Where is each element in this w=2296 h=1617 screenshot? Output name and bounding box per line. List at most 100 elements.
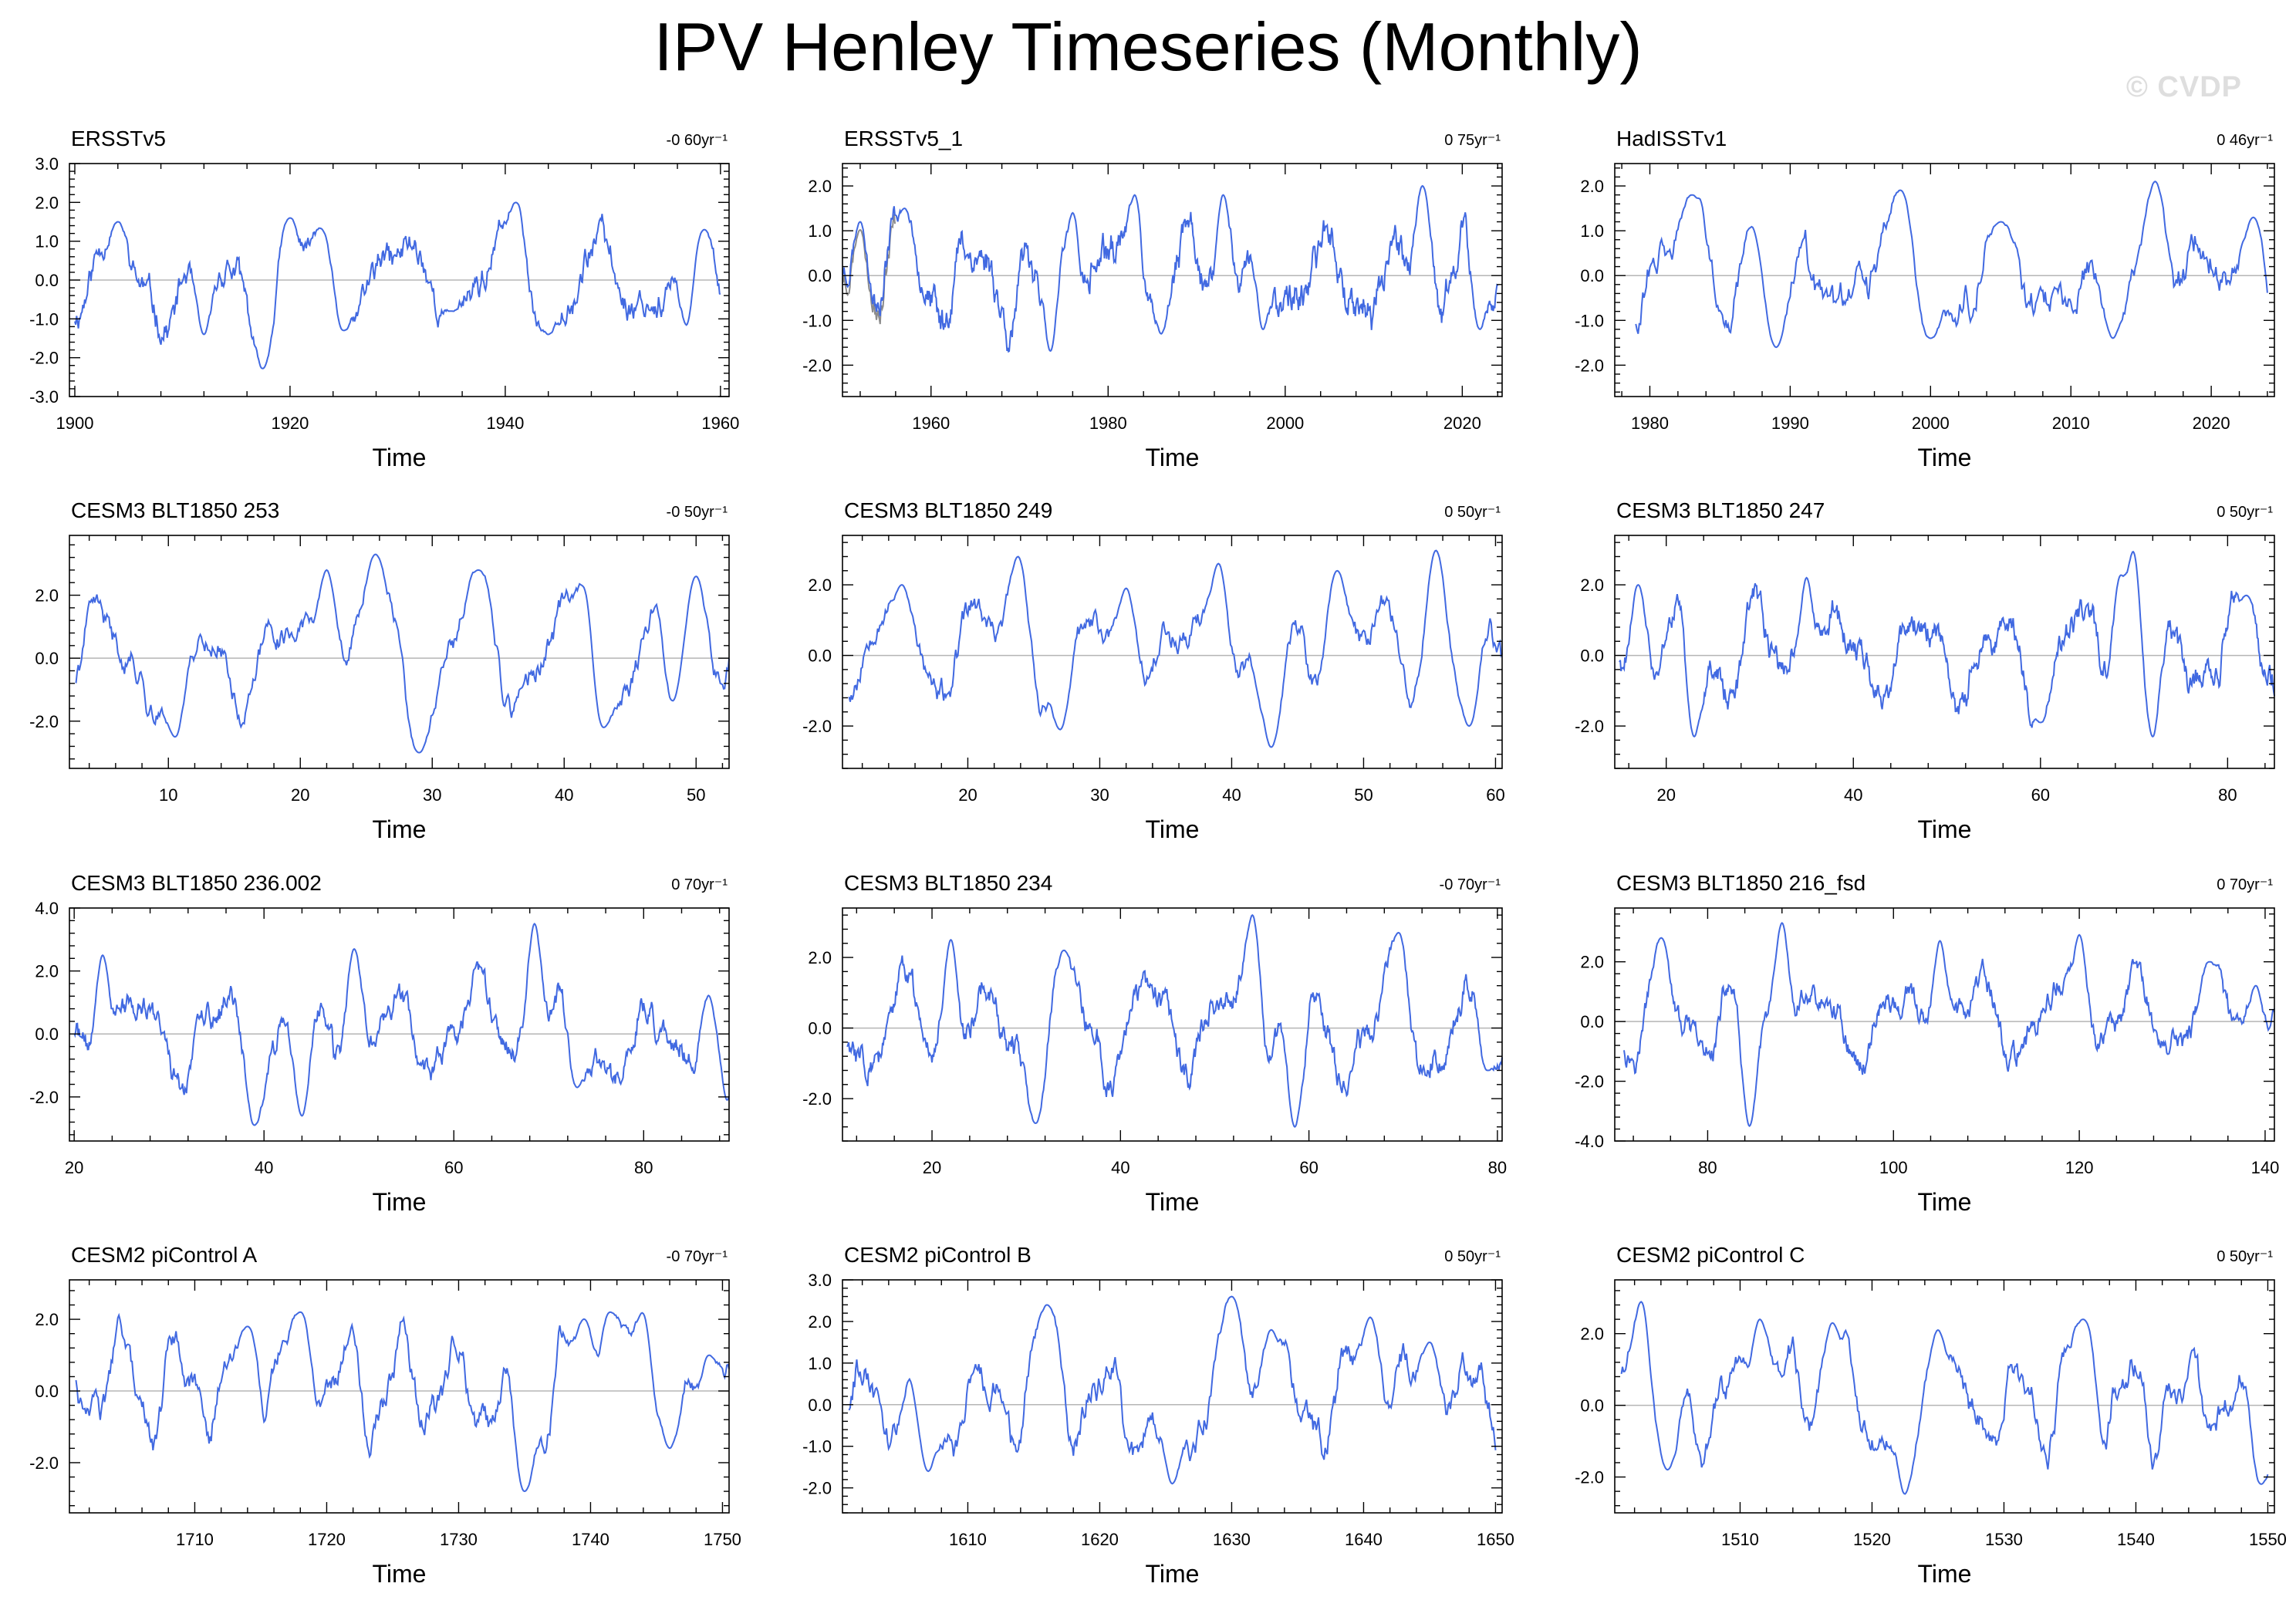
panel-9: CESM3 BLT1850 216_fsd 0 70yr⁻¹ 80 100 120 140…	[1575, 871, 2279, 1216]
panel-title: HadISSTv1	[1616, 127, 1727, 150]
y-tick-label: 3.0	[35, 154, 59, 174]
panel-title: CESM3 BLT1850 216_fsd	[1616, 871, 1866, 895]
y-tick-label: 0.0	[1580, 1012, 1604, 1031]
y-tick-label: 0.0	[808, 1019, 832, 1038]
panel-2: ERSSTv5_1 0 75yr⁻¹ 1960 1980 2000 2020 -2.0 -1.…	[802, 127, 1503, 471]
panel-title: CESM3 BLT1850 234	[844, 871, 1052, 895]
x-tick-label: 60	[444, 1158, 463, 1177]
x-tick-label: 1520	[1853, 1530, 1891, 1549]
x-axis-title: Time	[1918, 1560, 1972, 1588]
x-tick-label: 2020	[2193, 414, 2230, 433]
panel-trend-label: 0 70yr⁻¹	[2217, 876, 2273, 893]
plot-frame	[1614, 907, 2275, 1142]
y-tick-label: 2.0	[808, 177, 832, 196]
x-tick-label: 60	[2031, 785, 2050, 805]
y-tick-label: 2.0	[808, 576, 832, 595]
y-tick-label: 2.0	[1580, 576, 1604, 595]
x-tick-label: 1990	[1771, 414, 1809, 433]
panel-7: CESM3 BLT1850 236.002 0 70yr⁻¹ 20 40 60 80 -2.…	[29, 871, 730, 1216]
plot-frame	[69, 907, 730, 1142]
y-tick-label: 2.0	[35, 586, 59, 606]
series-line	[848, 1295, 1497, 1485]
x-tick-label: 50	[687, 785, 705, 805]
x-tick-label: 60	[1299, 1158, 1318, 1177]
x-tick-label: 2020	[1443, 414, 1481, 433]
x-tick-label: 40	[1844, 785, 1862, 805]
series-line	[73, 922, 730, 1126]
panel-11: CESM2 piControl B 0 50yr⁻¹ 1610 1620 1630 164…	[802, 1243, 1514, 1588]
x-tick-label: 20	[923, 1158, 941, 1177]
panel-12: CESM2 piControl C 0 50yr⁻¹ 1510 1520 1530 154…	[1575, 1243, 2287, 1588]
x-axis-title: Time	[1146, 815, 1200, 843]
x-axis-title: Time	[1918, 444, 1972, 471]
plot-frame	[69, 1279, 730, 1514]
plot-frame	[1614, 535, 2275, 769]
y-tick-label: 2.0	[808, 948, 832, 967]
x-axis-title: Time	[1918, 1188, 1972, 1216]
watermark: © CVDP	[2125, 71, 2242, 103]
y-tick-label: 0.0	[35, 1025, 59, 1044]
plot-frame	[1614, 1279, 2275, 1514]
y-tick-label: 1.0	[808, 221, 832, 241]
series-line	[75, 1311, 730, 1493]
x-tick-label: 20	[65, 1158, 83, 1177]
y-tick-label: -1.0	[1575, 311, 1604, 330]
panel-title: CESM3 BLT1850 249	[844, 498, 1052, 522]
x-tick-label: 2010	[2052, 414, 2090, 433]
series-line	[1620, 1301, 2269, 1495]
plot-frame	[1614, 163, 2275, 397]
x-tick-label: 1710	[176, 1530, 214, 1549]
y-tick-label: 2.0	[808, 1312, 832, 1332]
x-tick-label: 80	[2218, 785, 2237, 805]
series-line	[842, 184, 1499, 353]
panel-title: CESM2 piControl A	[71, 1243, 258, 1267]
x-tick-label: 1640	[1345, 1530, 1383, 1549]
x-tick-label: 1650	[1477, 1530, 1514, 1549]
y-tick-label: 0.0	[35, 271, 59, 290]
panel-4: CESM3 BLT1850 253 -0 50yr⁻¹ 10 20 30 40 50 -2.0…	[29, 498, 730, 843]
x-axis-title: Time	[1146, 1560, 1200, 1588]
y-tick-label: -2.0	[1575, 717, 1604, 736]
y-tick-label: -2.0	[29, 1453, 59, 1473]
panel-trend-label: -0 50yr⁻¹	[667, 504, 728, 521]
y-tick-label: 2.0	[35, 1310, 59, 1329]
plot-frame	[842, 535, 1503, 769]
x-tick-label: 60	[1486, 785, 1504, 805]
y-tick-label: -2.0	[29, 1088, 59, 1107]
y-tick-label: 2.0	[35, 193, 59, 212]
panel-trend-label: 0 50yr⁻¹	[2217, 504, 2273, 521]
x-tick-label: 30	[1090, 785, 1109, 805]
y-tick-label: 0.0	[808, 266, 832, 285]
x-axis-title: Time	[373, 1188, 427, 1216]
plot-frame	[842, 163, 1503, 397]
panel-trend-label: 0 50yr⁻¹	[1444, 1248, 1501, 1265]
x-tick-label: 1540	[2117, 1530, 2155, 1549]
x-tick-label: 10	[159, 785, 177, 805]
x-tick-label: 80	[1698, 1158, 1717, 1177]
panel-trend-label: 0 70yr⁻¹	[671, 876, 728, 893]
y-tick-label: -1.0	[29, 309, 59, 329]
x-tick-label: 1720	[308, 1530, 346, 1549]
y-tick-label: 1.0	[808, 1354, 832, 1373]
x-tick-label: 1900	[56, 414, 93, 433]
x-tick-label: 1550	[2249, 1530, 2287, 1549]
y-tick-label: 0.0	[1580, 1396, 1604, 1416]
x-tick-label: 1530	[1985, 1530, 2023, 1549]
x-tick-label: 140	[2251, 1158, 2280, 1177]
panel-title: ERSSTv5	[71, 127, 166, 150]
y-tick-label: 1.0	[1580, 221, 1604, 241]
figure-title: IPV Henley Timeseries (Monthly)	[653, 8, 1643, 85]
y-tick-label: -2.0	[802, 1479, 832, 1498]
y-tick-label: -2.0	[1575, 356, 1604, 375]
x-tick-label: 2000	[1912, 414, 1950, 433]
y-tick-label: -2.0	[1575, 1468, 1604, 1487]
x-tick-label: 120	[2065, 1158, 2094, 1177]
x-tick-label: 20	[1656, 785, 1675, 805]
x-axis-title: Time	[1918, 815, 1972, 843]
y-tick-label: 0.0	[1580, 266, 1604, 285]
panel-title: ERSSTv5_1	[844, 127, 963, 150]
y-tick-label: -3.0	[29, 387, 59, 407]
x-tick-label: 1740	[572, 1530, 609, 1549]
series-line	[1619, 551, 2275, 738]
